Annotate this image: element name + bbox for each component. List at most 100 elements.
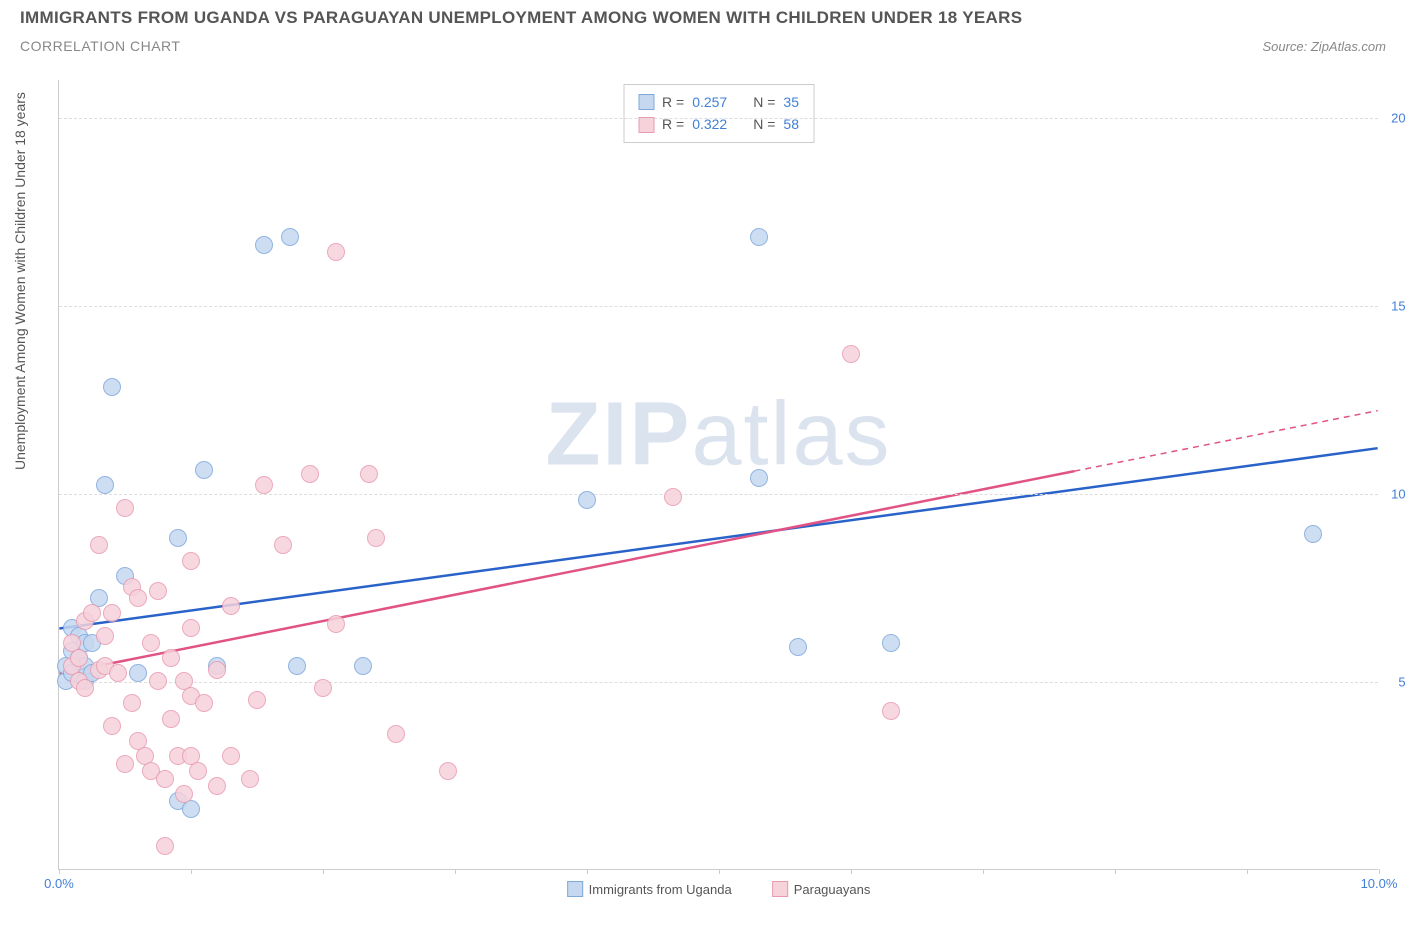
scatter-point — [314, 679, 332, 697]
scatter-point — [195, 694, 213, 712]
legend: Immigrants from Uganda Paraguayans — [567, 881, 871, 897]
scatter-point — [169, 529, 187, 547]
legend-swatch — [772, 881, 788, 897]
scatter-point — [123, 694, 141, 712]
scatter-point — [149, 672, 167, 690]
scatter-point — [103, 604, 121, 622]
scatter-point — [96, 476, 114, 494]
scatter-point — [882, 634, 900, 652]
x-tick-mark — [851, 869, 852, 874]
scatter-point — [182, 619, 200, 637]
x-tick-mark — [1115, 869, 1116, 874]
scatter-point — [208, 661, 226, 679]
scatter-point — [248, 691, 266, 709]
scatter-point — [578, 491, 596, 509]
scatter-point — [664, 488, 682, 506]
scatter-point — [1304, 525, 1322, 543]
y-tick-label: 20.0% — [1391, 110, 1406, 125]
legend-item: Paraguayans — [772, 881, 871, 897]
stat-n-label: N = — [753, 91, 775, 113]
scatter-point — [241, 770, 259, 788]
scatter-point — [175, 785, 193, 803]
trend-lines — [59, 80, 1378, 869]
scatter-point — [750, 228, 768, 246]
scatter-point — [789, 638, 807, 656]
scatter-point — [156, 837, 174, 855]
gridline — [59, 306, 1378, 307]
subtitle-row: CORRELATION CHART Source: ZipAtlas.com — [20, 38, 1386, 54]
scatter-point — [129, 589, 147, 607]
scatter-point — [142, 634, 160, 652]
scatter-point — [76, 679, 94, 697]
stats-box: R =0.257N =35R =0.322N =58 — [623, 84, 814, 143]
scatter-chart: ZIPatlas R =0.257N =35R =0.322N =58 Immi… — [58, 80, 1378, 870]
series-swatch — [638, 94, 654, 110]
scatter-point — [116, 499, 134, 517]
scatter-point — [83, 604, 101, 622]
scatter-point — [90, 536, 108, 554]
stat-r-label: R = — [662, 91, 684, 113]
chart-subtitle: CORRELATION CHART — [20, 38, 180, 54]
scatter-point — [281, 228, 299, 246]
stat-n-value: 35 — [783, 91, 799, 113]
x-tick-mark — [455, 869, 456, 874]
scatter-point — [149, 582, 167, 600]
scatter-point — [103, 378, 121, 396]
y-axis-label: Unemployment Among Women with Children U… — [12, 92, 28, 470]
scatter-point — [842, 345, 860, 363]
scatter-point — [274, 536, 292, 554]
gridline — [59, 118, 1378, 119]
legend-swatch — [567, 881, 583, 897]
x-tick-mark — [719, 869, 720, 874]
stat-r-value: 0.257 — [692, 91, 727, 113]
scatter-point — [156, 770, 174, 788]
scatter-point — [208, 777, 226, 795]
scatter-point — [103, 717, 121, 735]
chart-header: IMMIGRANTS FROM UGANDA VS PARAGUAYAN UNE… — [0, 0, 1406, 60]
scatter-point — [162, 710, 180, 728]
scatter-point — [70, 649, 88, 667]
scatter-point — [189, 762, 207, 780]
scatter-point — [162, 649, 180, 667]
legend-label: Immigrants from Uganda — [589, 882, 732, 897]
x-tick-label: 10.0% — [1361, 876, 1398, 891]
scatter-point — [750, 469, 768, 487]
series-swatch — [638, 117, 654, 133]
scatter-point — [182, 552, 200, 570]
scatter-point — [109, 664, 127, 682]
x-tick-label: 0.0% — [44, 876, 74, 891]
scatter-point — [327, 615, 345, 633]
scatter-point — [288, 657, 306, 675]
scatter-point — [882, 702, 900, 720]
source-label: Source: — [1262, 39, 1310, 54]
scatter-point — [327, 243, 345, 261]
scatter-point — [96, 627, 114, 645]
scatter-point — [354, 657, 372, 675]
x-tick-mark — [587, 869, 588, 874]
watermark-bold: ZIP — [545, 385, 691, 485]
scatter-point — [222, 597, 240, 615]
scatter-point — [387, 725, 405, 743]
scatter-point — [367, 529, 385, 547]
scatter-point — [255, 476, 273, 494]
source-name: ZipAtlas.com — [1311, 39, 1386, 54]
x-tick-mark — [191, 869, 192, 874]
x-tick-mark — [323, 869, 324, 874]
x-tick-mark — [983, 869, 984, 874]
scatter-point — [439, 762, 457, 780]
x-tick-mark — [59, 869, 60, 874]
stats-row: R = 0.257 N = 35 — [638, 91, 799, 113]
scatter-point — [360, 465, 378, 483]
x-tick-mark — [1379, 869, 1380, 874]
scatter-point — [301, 465, 319, 483]
watermark: ZIPatlas — [545, 384, 891, 487]
x-tick-mark — [1247, 869, 1248, 874]
scatter-point — [255, 236, 273, 254]
scatter-point — [222, 747, 240, 765]
chart-title: IMMIGRANTS FROM UGANDA VS PARAGUAYAN UNE… — [20, 8, 1386, 28]
watermark-light: atlas — [691, 385, 891, 485]
legend-label: Paraguayans — [794, 882, 871, 897]
legend-item: Immigrants from Uganda — [567, 881, 732, 897]
scatter-point — [116, 755, 134, 773]
y-tick-label: 15.0% — [1391, 298, 1406, 313]
